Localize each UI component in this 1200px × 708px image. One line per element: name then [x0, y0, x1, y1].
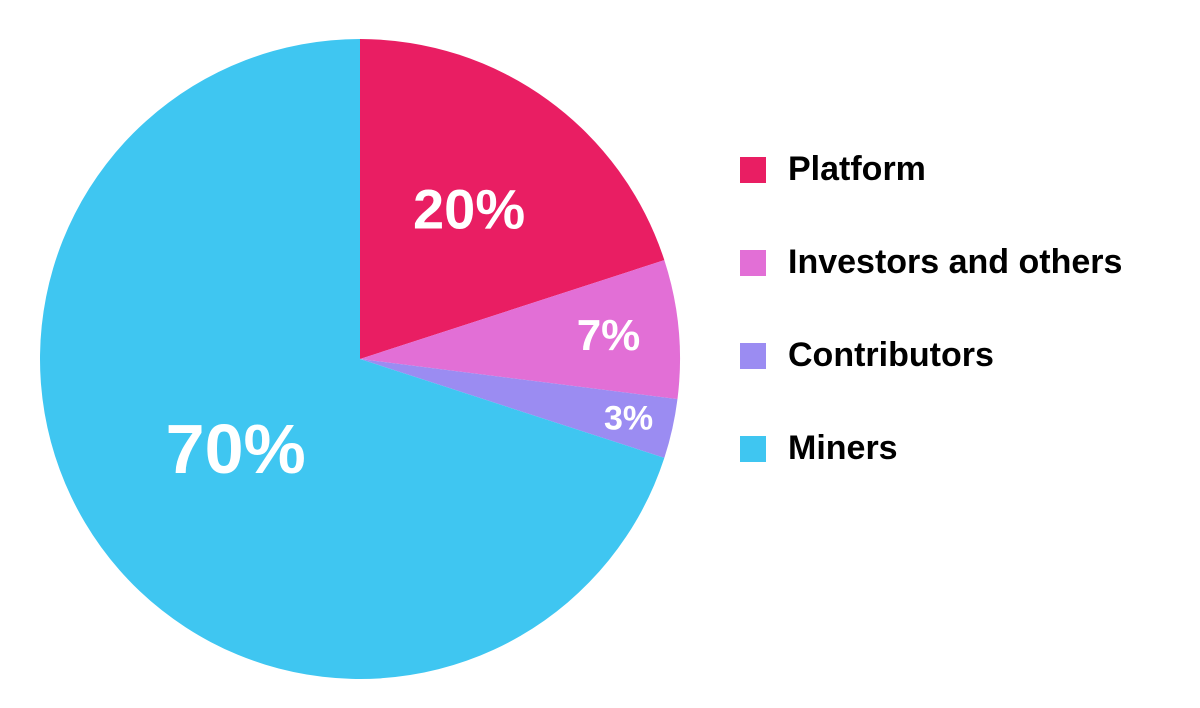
legend-swatch	[740, 436, 766, 462]
slice-label-miners: 70%	[166, 409, 306, 489]
legend: Platform Investors and others Contributors…	[740, 150, 1122, 468]
legend-item-contributors: Contributors	[740, 336, 1122, 375]
pie-chart: 20% 7% 3% 70%	[30, 29, 690, 689]
legend-swatch	[740, 343, 766, 369]
slice-label-investors-and-others: 7%	[577, 311, 641, 361]
legend-item-investors-and-others: Investors and others	[740, 243, 1122, 282]
legend-item-miners: Miners	[740, 429, 1122, 468]
slice-label-contributors: 3%	[604, 400, 653, 439]
legend-label: Contributors	[788, 336, 994, 375]
legend-swatch	[740, 250, 766, 276]
legend-label: Miners	[788, 429, 898, 468]
legend-swatch	[740, 157, 766, 183]
legend-item-platform: Platform	[740, 150, 1122, 189]
legend-label: Investors and others	[788, 243, 1122, 282]
pie-chart-container: 20% 7% 3% 70% Platform Investors and others C…	[0, 0, 1200, 708]
legend-label: Platform	[788, 150, 926, 189]
slice-label-platform: 20%	[413, 176, 525, 241]
